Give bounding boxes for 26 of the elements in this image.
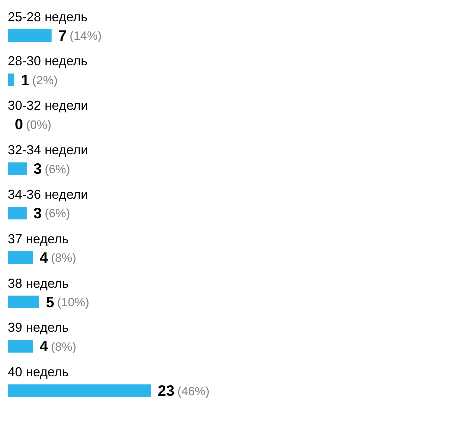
y-tick-label: 28-30 недель <box>8 54 88 69</box>
data-label: 3 (6%) <box>34 161 70 178</box>
y-tick-label: 38 недель <box>8 276 70 291</box>
data-label: 3 (6%) <box>34 205 70 222</box>
data-label: 0 (0%) <box>15 116 52 134</box>
bar <box>8 384 151 398</box>
y-tick-label: 32-34 недели <box>8 142 88 158</box>
data-label: 4 (8%) <box>40 250 77 267</box>
bar <box>8 74 15 86</box>
bar <box>8 340 34 353</box>
data-label: 1 (2%) <box>21 72 58 90</box>
bar <box>8 251 34 264</box>
bar <box>8 162 27 176</box>
data-label: 4 (8%) <box>40 338 77 356</box>
y-tick-label: 30-32 недели <box>8 98 88 114</box>
y-tick-label: 37 недель <box>8 231 70 246</box>
y-tick-label: 25-28 недель <box>8 9 88 24</box>
data-label: 7 (14%) <box>58 28 102 45</box>
bar <box>8 29 52 42</box>
data-label: 23 (46%) <box>158 383 210 400</box>
y-tick-label: 34-36 недели <box>8 186 88 202</box>
bar <box>8 296 40 308</box>
data-label: 5 (10%) <box>46 294 90 312</box>
y-tick-label: 40 недель <box>8 364 70 380</box>
y-tick-label: 39 недель <box>8 320 70 336</box>
bar <box>8 207 27 220</box>
